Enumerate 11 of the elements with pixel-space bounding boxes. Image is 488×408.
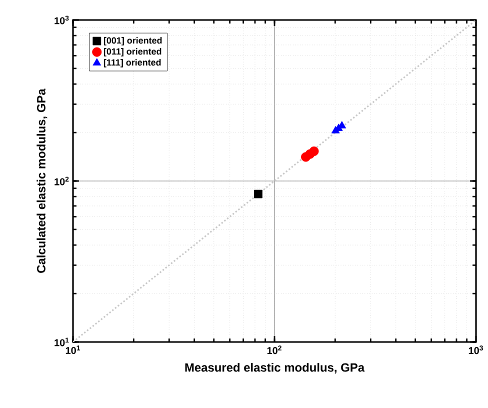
x-axis-title: Measured elastic modulus, GPa: [185, 362, 365, 374]
x-tick-label: 10$^{1}$: [66, 346, 80, 354]
legend-label: [111] oriented: [104, 59, 161, 68]
legend-label: [001] oriented: [104, 37, 162, 46]
y-tick-label: 10$^{1}$: [54, 338, 69, 346]
legend-label: [011] oriented: [104, 48, 162, 56]
y-axis-title: Calculated elastic modulus, GPa: [36, 88, 48, 273]
x-tick-label: 10$^{2}$: [267, 346, 282, 354]
y-tick-label: 10$^{2}$: [54, 176, 69, 186]
x-tick-label: 10$^{3}$: [468, 346, 483, 354]
y-tick-label: 10$^{3}$: [54, 16, 69, 24]
